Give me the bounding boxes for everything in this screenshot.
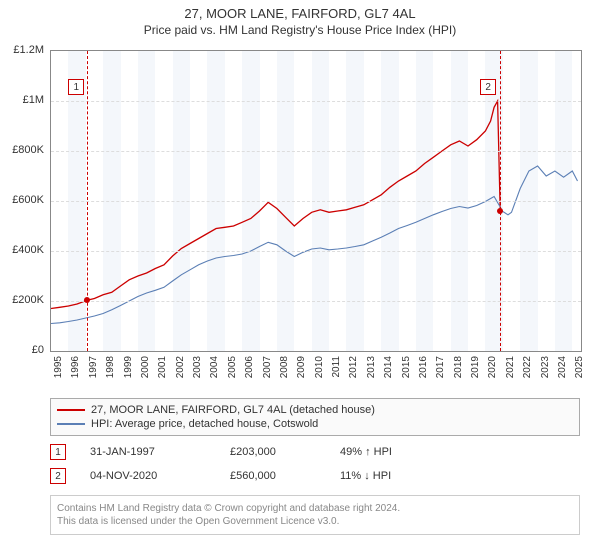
x-tick-label: 2012	[348, 356, 359, 378]
y-tick-label: £600K	[12, 194, 44, 206]
attribution-line2: This data is licensed under the Open Gov…	[57, 515, 573, 528]
y-axis: £0£200K£400K£600K£800K£1M£1.2M	[0, 50, 48, 350]
chart-container: 27, MOOR LANE, FAIRFORD, GL7 4AL Price p…	[0, 0, 600, 560]
x-tick-label: 2009	[296, 356, 307, 378]
title-sub: Price paid vs. HM Land Registry's House …	[0, 23, 600, 37]
x-tick-label: 2004	[209, 356, 220, 378]
sale-marker-table: 1 31-JAN-1997£203,00049% ↑ HPI 2 04-NOV-202…	[50, 440, 580, 488]
marker-pct: 11% ↓ HPI	[340, 470, 460, 482]
gridline-horizontal	[51, 301, 581, 302]
gridline-horizontal	[51, 101, 581, 102]
x-axis: 1995 1996 1997 1998 1999 2000 2001 2002 2003 2004…	[50, 352, 580, 392]
x-tick-label: 2002	[175, 356, 186, 378]
series-price_paid	[51, 101, 500, 309]
x-tick-label: 2020	[487, 356, 498, 378]
x-tick-label: 2014	[383, 356, 394, 378]
x-tick-label: 1999	[123, 356, 134, 378]
marker-badge: 1	[50, 444, 66, 460]
x-tick-label: 2022	[522, 356, 533, 378]
x-tick-label: 1998	[105, 356, 116, 378]
y-tick-label: £200K	[12, 294, 44, 306]
x-tick-label: 2016	[418, 356, 429, 378]
title-main: 27, MOOR LANE, FAIRFORD, GL7 4AL	[0, 6, 600, 21]
marker-price: £203,000	[230, 446, 340, 458]
chart-marker-badge: 1	[68, 79, 84, 95]
marker-row: 1 31-JAN-1997£203,00049% ↑ HPI	[50, 440, 580, 464]
marker-date: 31-JAN-1997	[90, 446, 230, 458]
x-tick-label: 2001	[157, 356, 168, 378]
marker-row: 2 04-NOV-2020£560,00011% ↓ HPI	[50, 464, 580, 488]
attribution: Contains HM Land Registry data © Crown c…	[50, 495, 580, 535]
legend-swatch	[57, 423, 85, 425]
chart-marker-badge: 2	[480, 79, 496, 95]
x-tick-label: 2007	[262, 356, 273, 378]
gridline-horizontal	[51, 201, 581, 202]
sale-vertical-line	[500, 51, 501, 351]
y-tick-label: £400K	[12, 244, 44, 256]
marker-badge: 2	[50, 468, 66, 484]
sale-point	[497, 208, 503, 214]
x-tick-label: 1995	[53, 356, 64, 378]
x-tick-label: 2024	[557, 356, 568, 378]
x-tick-label: 2006	[244, 356, 255, 378]
x-tick-label: 2003	[192, 356, 203, 378]
legend-item: HPI: Average price, detached house, Cots…	[57, 417, 573, 431]
x-tick-label: 2011	[331, 356, 342, 378]
gridline-horizontal	[51, 251, 581, 252]
title-block: 27, MOOR LANE, FAIRFORD, GL7 4AL Price p…	[0, 0, 600, 37]
x-tick-label: 2008	[279, 356, 290, 378]
attribution-line1: Contains HM Land Registry data © Crown c…	[57, 502, 573, 515]
x-tick-label: 2018	[453, 356, 464, 378]
legend: 27, MOOR LANE, FAIRFORD, GL7 4AL (detach…	[50, 398, 580, 436]
sale-point	[84, 297, 90, 303]
x-tick-label: 2000	[140, 356, 151, 378]
sale-vertical-line	[87, 51, 88, 351]
legend-swatch	[57, 409, 85, 411]
x-tick-label: 2025	[574, 356, 585, 378]
x-tick-label: 2015	[401, 356, 412, 378]
marker-pct: 49% ↑ HPI	[340, 446, 460, 458]
chart-plot-area: 12	[50, 50, 582, 352]
legend-label: HPI: Average price, detached house, Cots…	[91, 418, 318, 430]
x-tick-label: 2013	[366, 356, 377, 378]
series-hpi	[51, 166, 578, 324]
x-tick-label: 2019	[470, 356, 481, 378]
x-tick-label: 2021	[505, 356, 516, 378]
x-tick-label: 2010	[314, 356, 325, 378]
marker-price: £560,000	[230, 470, 340, 482]
marker-date: 04-NOV-2020	[90, 470, 230, 482]
y-tick-label: £800K	[12, 144, 44, 156]
y-tick-label: £1M	[23, 94, 44, 106]
x-tick-label: 2023	[540, 356, 551, 378]
legend-label: 27, MOOR LANE, FAIRFORD, GL7 4AL (detach…	[91, 404, 375, 416]
y-tick-label: £0	[32, 344, 44, 356]
x-tick-label: 1996	[70, 356, 81, 378]
x-tick-label: 2017	[435, 356, 446, 378]
y-tick-label: £1.2M	[13, 44, 44, 56]
legend-item: 27, MOOR LANE, FAIRFORD, GL7 4AL (detach…	[57, 403, 573, 417]
x-tick-label: 2005	[227, 356, 238, 378]
x-tick-label: 1997	[88, 356, 99, 378]
gridline-horizontal	[51, 151, 581, 152]
